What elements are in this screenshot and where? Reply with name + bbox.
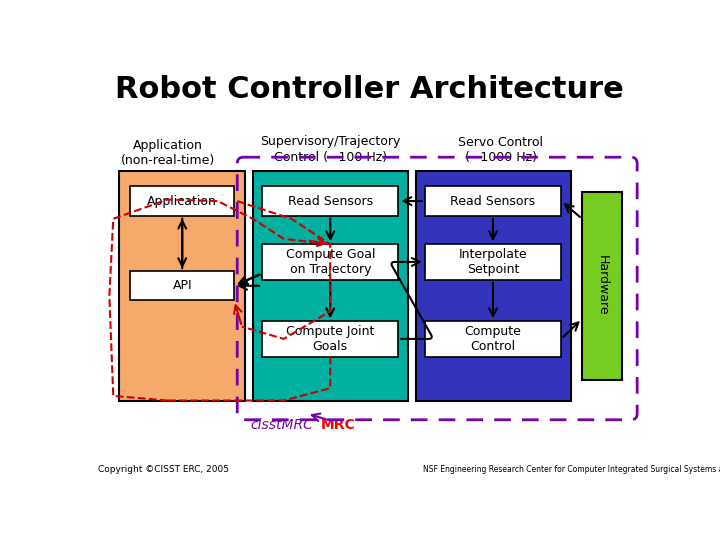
Text: cisstMRC: cisstMRC (251, 418, 314, 432)
Bar (262, 186, 398, 215)
Text: Robot Controller Architecture: Robot Controller Architecture (114, 75, 624, 104)
Text: Read Sensors: Read Sensors (288, 194, 373, 207)
Text: API: API (172, 279, 192, 292)
Text: Copyright ©CISST ERC, 2005: Copyright ©CISST ERC, 2005 (98, 464, 229, 474)
Bar (262, 321, 398, 356)
Bar (582, 192, 622, 380)
Text: Servo Control
(~1000 Hz): Servo Control (~1000 Hz) (458, 136, 544, 164)
Text: Supervisory/Trajectory
Control (~100 Hz): Supervisory/Trajectory Control (~100 Hz) (260, 136, 400, 164)
Bar (262, 244, 398, 280)
Bar (253, 171, 408, 401)
Text: Read Sensors: Read Sensors (451, 194, 536, 207)
Text: Hardware: Hardware (595, 255, 609, 316)
Text: Compute
Control: Compute Control (464, 325, 521, 353)
Text: Compute Joint
Goals: Compute Joint Goals (286, 325, 374, 353)
Text: MRC: MRC (320, 418, 356, 432)
Bar (130, 271, 234, 300)
Text: Application
(non-real-time): Application (non-real-time) (120, 139, 215, 167)
Bar (425, 186, 561, 215)
Text: Application: Application (148, 194, 217, 207)
Bar (120, 171, 245, 401)
Text: Interpolate
Setpoint: Interpolate Setpoint (459, 248, 527, 276)
Text: Compute Goal
on Trajectory: Compute Goal on Trajectory (286, 248, 375, 276)
Bar (415, 171, 570, 401)
Bar (425, 244, 561, 280)
Bar (425, 321, 561, 356)
Bar (130, 186, 234, 215)
Text: NSF Engineering Research Center for Computer Integrated Surgical Systems and Tec: NSF Engineering Research Center for Comp… (423, 464, 720, 474)
